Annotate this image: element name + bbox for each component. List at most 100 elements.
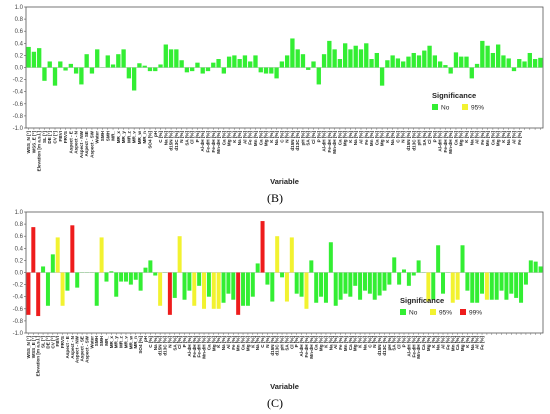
- bar: [490, 52, 496, 68]
- category-label: Al [%]: [358, 131, 363, 144]
- bar: [455, 272, 460, 300]
- bar: [143, 267, 148, 273]
- category-label: K [%]: [323, 336, 328, 348]
- category-label: Mn-dH [%]: [202, 336, 207, 359]
- category-label: Na [%]: [362, 336, 367, 351]
- category-label: SA [%]: [284, 336, 289, 351]
- bar: [448, 67, 453, 74]
- category-label: Ca [%]: [455, 336, 460, 351]
- bar: [275, 236, 280, 273]
- category-label: Aspect - NW: [75, 335, 80, 363]
- category-label: P [%]: [401, 336, 406, 348]
- category-label: Na [%]: [470, 336, 475, 351]
- category-label: Al [%]: [226, 336, 231, 349]
- bar: [94, 272, 99, 306]
- bar: [265, 272, 270, 285]
- category-label: Mn-dH [%]: [448, 131, 453, 154]
- bar: [284, 55, 290, 68]
- category-label: MR_z: [119, 335, 124, 348]
- bar: [379, 67, 385, 86]
- category-label: Fe-dH [%]: [443, 131, 448, 153]
- category-label: d15N [%]: [158, 336, 163, 356]
- category-label: MR_: [111, 131, 116, 141]
- bar: [522, 61, 527, 68]
- category-label: SMH: [99, 335, 104, 346]
- category-label: Ca [%]: [314, 336, 319, 351]
- bar: [211, 62, 216, 68]
- category-label: SO4 [%]: [138, 336, 143, 354]
- category-label: d15N [%]: [377, 336, 382, 356]
- y-tick-label: 1.0: [15, 5, 24, 11]
- bar: [182, 272, 187, 300]
- bar: [321, 54, 327, 68]
- bar: [392, 257, 397, 273]
- bar: [426, 272, 431, 302]
- category-label: Mn [%]: [369, 131, 374, 147]
- bar: [192, 272, 197, 306]
- bar: [372, 272, 377, 300]
- category-label: d15N [%]: [290, 131, 295, 151]
- bar: [153, 67, 158, 72]
- bar: [148, 260, 153, 273]
- bar: [338, 272, 343, 300]
- category-label: Ca [%]: [337, 131, 342, 146]
- bar: [395, 58, 401, 68]
- legend-entry: No: [409, 310, 418, 317]
- legend-swatch: [460, 309, 466, 315]
- y-tick-label: 0.2: [15, 258, 24, 264]
- category-label: Mg [%]: [459, 131, 464, 147]
- category-label: SMH: [100, 130, 105, 141]
- category-label: Fe [%]: [231, 336, 236, 350]
- bar: [480, 272, 485, 294]
- category-label: Ca [%]: [453, 131, 458, 146]
- category-label: Al-dH [%]: [438, 131, 443, 152]
- bar: [484, 272, 489, 300]
- category-label: Na [%]: [390, 131, 395, 146]
- category-label: Al [%]: [333, 336, 338, 349]
- bar: [316, 67, 321, 85]
- bar: [187, 272, 192, 291]
- bar: [353, 272, 358, 286]
- bar: [523, 272, 528, 285]
- category-label: K [%]: [385, 131, 390, 143]
- bar: [211, 272, 216, 309]
- y-tick-label: 0.6: [15, 29, 24, 35]
- bar: [241, 272, 246, 306]
- category-label: SA [%]: [392, 336, 397, 351]
- category-label: Mg [%]: [460, 336, 465, 352]
- category-label: d13C [%]: [174, 131, 179, 151]
- bar: [328, 242, 333, 273]
- category-label: SO4 [%]: [147, 131, 152, 149]
- bar: [474, 63, 480, 68]
- bar: [126, 67, 132, 79]
- bar: [511, 67, 517, 72]
- category-label: Fe [%]: [248, 131, 253, 145]
- bar: [443, 65, 448, 68]
- category-label: d15N [%]: [270, 336, 275, 356]
- category-label: Fe-dH [%]: [304, 336, 309, 358]
- category-label: K [%]: [501, 131, 506, 143]
- category-label: Na [%]: [274, 131, 279, 146]
- bar: [532, 59, 538, 68]
- bar: [133, 272, 138, 280]
- bar: [89, 67, 95, 74]
- category-label: Na [%]: [469, 131, 474, 146]
- category-label: Ca [%]: [221, 131, 226, 146]
- bar: [358, 49, 364, 68]
- category-label: d13C [%]: [411, 131, 416, 151]
- bar: [75, 272, 80, 288]
- bar: [390, 55, 395, 68]
- bar: [138, 272, 143, 291]
- bar: [280, 272, 285, 278]
- bar: [533, 261, 538, 273]
- category-label: d15N [%]: [406, 131, 411, 151]
- y-tick-label: -0.6: [13, 102, 24, 108]
- bar: [306, 67, 311, 70]
- bar: [147, 67, 153, 72]
- category-label: Aspect - E: [65, 336, 70, 358]
- category-label: Ca [%]: [241, 336, 246, 351]
- y-tick-label: -1.0: [13, 126, 24, 132]
- category-label: Mn [%]: [485, 131, 490, 147]
- category-label: d13C [%]: [295, 131, 300, 151]
- category-label: Elevation [m a.s.l.]: [36, 336, 41, 377]
